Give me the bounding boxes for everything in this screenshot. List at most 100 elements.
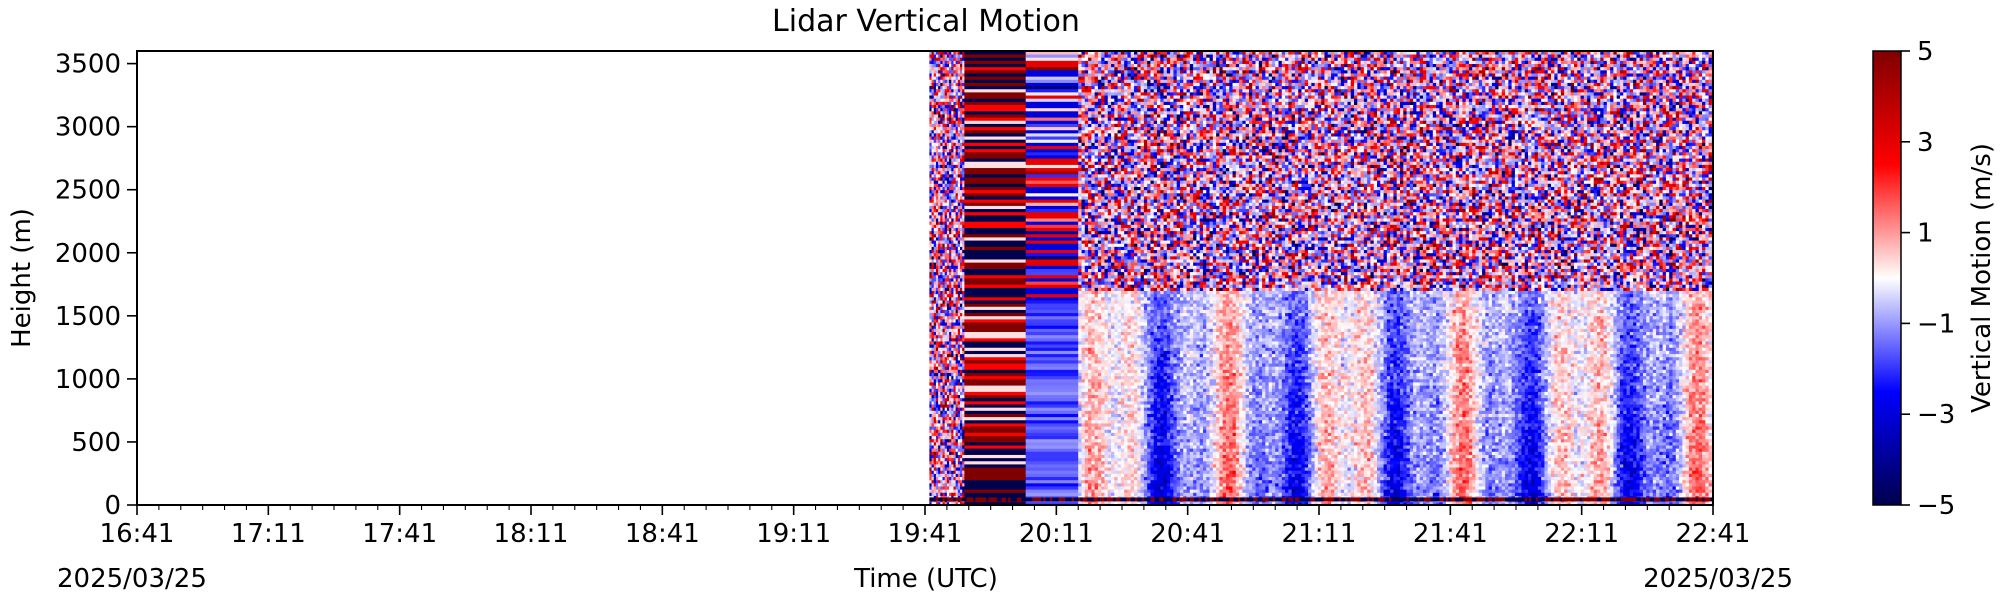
heatmap-cell [1078, 423, 1082, 427]
heatmap-cell [1078, 347, 1082, 351]
heatmap-cell [964, 209, 1026, 213]
heatmap-cell [964, 480, 1026, 484]
heatmap-cell [1078, 284, 1082, 288]
heatmap-cell [964, 83, 1026, 87]
heatmap-cell [964, 146, 1026, 150]
heatmap-cell [964, 473, 1026, 477]
heatmap-cell [1078, 470, 1082, 474]
heatmap-cell [964, 259, 1026, 263]
heatmap-cell [964, 190, 1026, 194]
heatmap-cell [1026, 124, 1079, 128]
heatmap-cell [1078, 341, 1082, 345]
heatmap-cell [964, 489, 1026, 493]
heatmap-cell [1026, 332, 1079, 336]
heatmap-cell [964, 347, 1026, 351]
heatmap-cell [964, 429, 1026, 433]
heatmap-cell [964, 486, 1026, 490]
heatmap-cell [1078, 240, 1082, 244]
heatmap-cell [1026, 253, 1079, 257]
heatmap-cell [964, 67, 1026, 71]
heatmap-cell [1026, 442, 1079, 446]
heatmap-cell [1026, 158, 1079, 162]
heatmap-cell [1078, 354, 1082, 358]
heatmap-cell [1078, 486, 1082, 490]
heatmap-cell [964, 310, 1026, 314]
heatmap-cell [1026, 392, 1079, 396]
heatmap-cell [1026, 395, 1079, 399]
heatmap-cell [1078, 376, 1082, 380]
heatmap-cell [1078, 480, 1082, 484]
heatmap-cell [964, 291, 1026, 295]
heatmap-cell [1078, 373, 1082, 377]
heatmap-cell [1026, 64, 1079, 68]
heatmap-cell [964, 467, 1026, 471]
heatmap-cell [964, 360, 1026, 364]
heatmap-cell [1026, 171, 1079, 175]
heatmap-cell [1078, 401, 1082, 405]
heatmap-cell [1026, 243, 1079, 247]
heatmap-cell [1026, 492, 1079, 496]
heatmap-cell [1078, 432, 1082, 436]
heatmap-cell [1078, 426, 1082, 430]
heatmap-cell [1026, 234, 1079, 238]
heatmap-cell [964, 322, 1026, 326]
heatmap-cell [1026, 193, 1079, 197]
heatmap-cell [1078, 291, 1082, 295]
heatmap-cell [964, 124, 1026, 128]
heatmap-cell [964, 120, 1026, 124]
heatmap-cell [1026, 363, 1079, 367]
heatmap-cell [964, 451, 1026, 455]
heatmap-cell [1078, 278, 1082, 282]
heatmap-cell [1026, 212, 1079, 216]
heatmap-cell [1078, 404, 1082, 408]
heatmap-cell [1026, 278, 1079, 282]
heatmap-cell [964, 64, 1026, 68]
heatmap-cell [1026, 351, 1079, 355]
heatmap-cell [964, 180, 1026, 184]
heatmap-cell [964, 357, 1026, 361]
heatmap-cell [1026, 127, 1079, 131]
heatmap-cell [964, 155, 1026, 159]
heatmap-cell [1026, 300, 1079, 304]
heatmap-cell [964, 470, 1026, 474]
heatmap-cell [1026, 385, 1079, 389]
heatmap-cell [1078, 224, 1082, 228]
heatmap-cell [1026, 294, 1079, 298]
heatmap-cell [1026, 228, 1079, 232]
heatmap-cell [1026, 382, 1079, 386]
heatmap-cell [964, 73, 1026, 77]
heatmap-cell [1026, 423, 1079, 427]
heatmap-cell [1026, 369, 1079, 373]
heatmap-cell [1026, 183, 1079, 187]
heatmap-cell [964, 136, 1026, 140]
heatmap-cell [1078, 458, 1082, 462]
heatmap-cell [1026, 218, 1079, 222]
heatmap-cell [964, 202, 1026, 206]
heatmap-cell [1026, 388, 1079, 392]
heatmap-cell [964, 373, 1026, 377]
heatmap-cell [1078, 231, 1082, 235]
heatmap-cell [1026, 180, 1079, 184]
heatmap-cell [964, 410, 1026, 414]
heatmap-cell [1078, 269, 1082, 273]
heatmap-cell [1026, 284, 1079, 288]
heatmap-cell [1026, 272, 1079, 276]
heatmap-cell [1078, 467, 1082, 471]
heatmap-cell [964, 139, 1026, 143]
heatmap-cell [964, 338, 1026, 342]
heatmap-cell [1026, 86, 1079, 90]
heatmap-cell [964, 187, 1026, 191]
heatmap-cell [1026, 265, 1079, 269]
heatmap-cell [1026, 83, 1079, 87]
heatmap-cell [1026, 101, 1079, 105]
heatmap-cell [964, 392, 1026, 396]
heatmap-cell [1026, 120, 1079, 124]
heatmap-cell [1078, 300, 1082, 304]
heatmap-cell [1026, 187, 1079, 191]
heatmap-cell [964, 426, 1026, 430]
heatmap-cell [964, 379, 1026, 383]
heatmap-cell [964, 111, 1026, 115]
heatmap-cell [964, 79, 1026, 83]
heatmap-cell [1078, 395, 1082, 399]
heatmap-cell [964, 461, 1026, 465]
